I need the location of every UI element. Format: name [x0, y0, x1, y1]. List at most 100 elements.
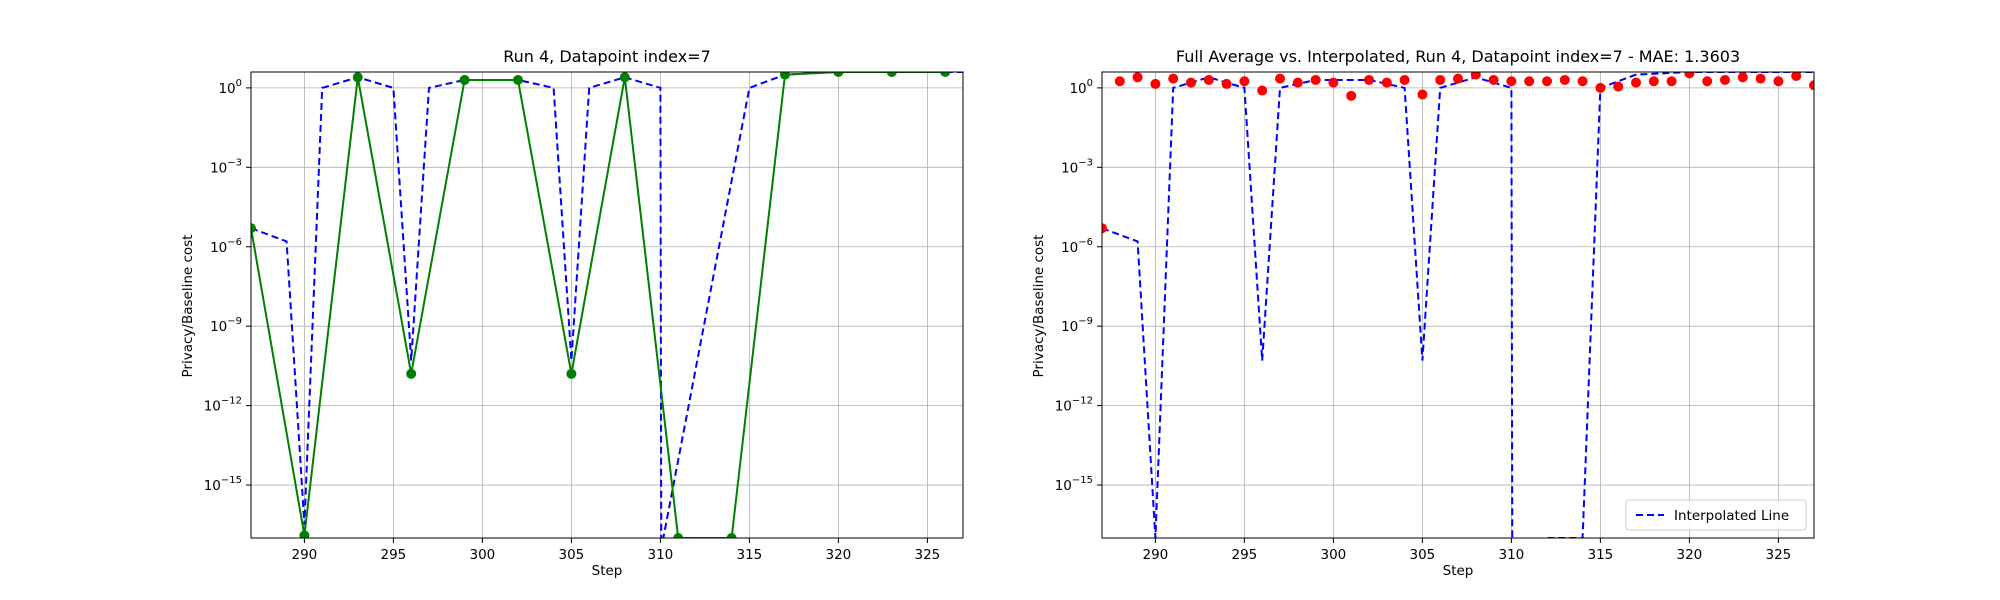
right-chart-legend-label: Interpolated Line	[1674, 508, 1789, 524]
right-chart-series-1-point-38	[1773, 76, 1784, 87]
right-chart-series-1-point-21	[1470, 72, 1481, 80]
left-chart-series-0-dashed-line	[251, 72, 963, 538]
right-chart-series-1-point-23	[1506, 76, 1517, 87]
right-chart-series-1-point-36	[1737, 72, 1748, 83]
right-chart-ytick-label: 10−9	[1061, 316, 1093, 335]
right-chart-series-1-point-2	[1132, 72, 1143, 83]
left-chart-series-1-point-12	[886, 72, 897, 77]
right-chart-series-1-point-8	[1239, 76, 1250, 87]
left-chart-ytick-label: 10−3	[210, 157, 242, 176]
left-chart-ytick-label: 10−15	[204, 475, 242, 494]
right-chart-series-1-point-1	[1114, 76, 1125, 87]
right-chart-series-1-point-22	[1488, 74, 1499, 85]
left-chart-xtick-label: 295	[381, 547, 407, 563]
left-chart-xtick-label: 315	[737, 547, 763, 563]
right-chart-xtick-label: 325	[1766, 547, 1792, 563]
right-chart-series-1-point-15	[1364, 74, 1374, 85]
right-chart-axes-frame	[1101, 71, 1815, 539]
left-chart-series-1-point-2	[352, 72, 363, 83]
right-chart-ytick-label: 100	[1069, 78, 1093, 97]
right-chart-series-1-point-10	[1275, 73, 1285, 84]
right-chart-series-1-point-19	[1435, 74, 1446, 85]
left-chart-axes-frame	[250, 71, 964, 539]
left-chart-series-1-point-3	[406, 368, 417, 379]
right-chart-title: Full Average vs. Interpolated, Run 4, Da…	[1176, 47, 1740, 66]
right-chart-series-1-point-30	[1631, 77, 1641, 88]
right-chart-series-1-point-18	[1417, 89, 1428, 100]
right-chart-xtick-label: 305	[1410, 547, 1436, 563]
right-chart-xtick-label: 310	[1499, 547, 1525, 563]
left-chart-ytick-label: 10−9	[210, 316, 242, 335]
right-chart-series-1-point-32	[1666, 76, 1677, 87]
right-chart-series-1-point-17	[1399, 74, 1410, 85]
right-chart-series-1-point-11	[1292, 77, 1303, 88]
right-chart-legend-box	[1625, 499, 1807, 531]
left-chart-xtick-label: 325	[915, 547, 941, 563]
right-chart-series-1-point-7	[1221, 78, 1232, 89]
left-chart-series-1-point-1	[299, 530, 310, 538]
right-chart-series-1-point-39	[1791, 72, 1802, 81]
right-chart-plot-area	[1102, 72, 1814, 538]
left-chart-ytick-label: 10−6	[210, 237, 242, 256]
left-chart: Run 4, Datapoint index=7 Step Privacy/Ba…	[180, 47, 964, 579]
right-chart-series-1-point-14	[1346, 90, 1357, 101]
right-chart-ytick-label: 10−15	[1055, 475, 1093, 494]
left-chart-series-1-point-0	[251, 223, 256, 234]
left-chart-xlabel: Step	[592, 563, 623, 579]
right-chart-xtick-label: 300	[1321, 547, 1347, 563]
left-chart-xtick-label: 305	[559, 547, 585, 563]
left-chart-title: Run 4, Datapoint index=7	[503, 47, 711, 66]
right-chart-ytick-label: 10−12	[1055, 396, 1093, 415]
right-chart-xlabel: Step	[1443, 563, 1474, 579]
right-chart-ytick-label: 10−6	[1061, 237, 1093, 256]
left-chart-series-1-point-11	[833, 72, 844, 77]
right-chart-series-1-point-13	[1328, 77, 1339, 88]
right-chart-series-1-point-5	[1186, 77, 1196, 88]
right-chart-series-1-point-6	[1203, 74, 1214, 85]
left-chart-xtick-label: 300	[470, 547, 496, 563]
right-chart-series-1-point-25	[1542, 76, 1552, 87]
right-chart-series-1-point-34	[1702, 76, 1713, 87]
left-chart-ytick-label: 100	[218, 78, 242, 97]
right-chart-series-1-point-26	[1559, 74, 1570, 85]
right-chart-series-1-point-20	[1453, 73, 1463, 84]
right-chart-series-1-point-3	[1150, 78, 1161, 89]
right-chart: Full Average vs. Interpolated, Run 4, Da…	[1031, 47, 1815, 579]
left-chart-ylabel: Privacy/Baseline cost	[180, 235, 196, 378]
right-chart-xtick-label: 290	[1143, 547, 1169, 563]
right-chart-xtick-label: 320	[1677, 547, 1703, 563]
left-chart-series-1-point-4	[459, 74, 470, 85]
right-chart-xtick-label: 315	[1588, 547, 1614, 563]
left-chart-series-1-point-9	[726, 533, 737, 538]
right-chart-series-1-point-12	[1310, 74, 1321, 85]
right-chart-series-1-point-40	[1809, 80, 1814, 91]
right-chart-series-1-point-9	[1257, 85, 1268, 96]
right-chart-series-1-point-28	[1595, 82, 1606, 93]
left-chart-series-1-point-6	[566, 368, 577, 379]
left-chart-xtick-label: 310	[648, 547, 674, 563]
left-chart-xtick-label: 320	[826, 547, 852, 563]
left-chart-series-1-point-8	[673, 533, 684, 538]
right-chart-series-1-point-35	[1720, 74, 1730, 85]
right-chart-series-1-point-0	[1102, 223, 1107, 234]
right-chart-series-1-point-27	[1577, 76, 1588, 87]
left-chart-series-1-point-5	[513, 74, 523, 85]
right-chart-series-1-point-37	[1755, 73, 1766, 84]
right-chart-series-1-point-33	[1684, 72, 1695, 79]
right-chart-series-1-point-29	[1613, 81, 1624, 92]
right-chart-series-1-point-31	[1648, 76, 1659, 87]
right-chart-series-1-point-4	[1168, 73, 1179, 84]
right-chart-series-1-point-24	[1524, 76, 1535, 87]
left-chart-series-1-point-7	[619, 72, 630, 83]
right-chart-grid	[1102, 72, 1814, 538]
right-chart-ytick-label: 10−3	[1061, 157, 1093, 176]
left-chart-series-1-point-10	[780, 72, 790, 80]
right-chart-ylabel: Privacy/Baseline cost	[1031, 235, 1047, 378]
right-chart-xtick-label: 295	[1232, 547, 1258, 563]
left-chart-xtick-label: 290	[292, 547, 318, 563]
left-chart-ytick-label: 10−12	[204, 396, 242, 415]
right-chart-legend: Interpolated Line	[1625, 499, 1807, 531]
right-chart-series-1-point-16	[1381, 77, 1392, 88]
left-chart-series-1-point-13	[940, 72, 951, 77]
